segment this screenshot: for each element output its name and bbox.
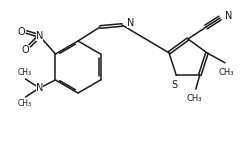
Text: N: N <box>36 31 43 41</box>
Text: CH₃: CH₃ <box>18 99 32 108</box>
Text: CH₃: CH₃ <box>186 94 202 103</box>
Text: O: O <box>22 45 29 55</box>
Text: CH₃: CH₃ <box>18 68 32 77</box>
Text: N: N <box>225 11 232 21</box>
Text: CH₃: CH₃ <box>218 68 234 77</box>
Text: N: N <box>36 83 43 93</box>
Text: N: N <box>127 18 134 28</box>
Text: S: S <box>171 80 177 90</box>
Text: O: O <box>18 27 25 37</box>
